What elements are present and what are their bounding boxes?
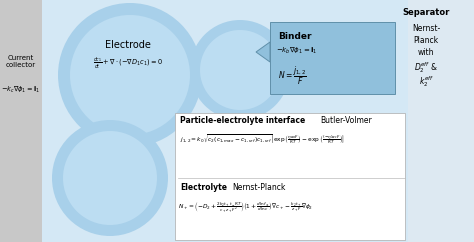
Circle shape: [190, 20, 290, 120]
Text: $k_2^{eff}$: $k_2^{eff}$: [419, 74, 433, 89]
Text: $-k_c\nabla\phi_1 = \mathbf{i}_1$: $-k_c\nabla\phi_1 = \mathbf{i}_1$: [1, 85, 41, 95]
Text: $-k_b\nabla\phi_1 = \mathbf{i}_1$: $-k_b\nabla\phi_1 = \mathbf{i}_1$: [276, 46, 318, 56]
Text: Electrolyte: Electrolyte: [180, 183, 227, 192]
Text: Binder: Binder: [278, 32, 311, 41]
Circle shape: [200, 30, 280, 110]
Bar: [0, 0, 42, 242]
Text: $N_+ = \left(-D_2 + \frac{2k_2 t_+t_- RT}{c_+z_+F^2}\right)\left(1+\frac{d\ln f_: $N_+ = \left(-D_2 + \frac{2k_2 t_+t_- RT…: [178, 200, 313, 214]
Bar: [408, 0, 474, 242]
Text: Electrode: Electrode: [105, 40, 151, 50]
Text: Nernst-Planck: Nernst-Planck: [232, 183, 285, 192]
Text: with: with: [418, 48, 434, 57]
Text: $D_2^{eff}$ &: $D_2^{eff}$ &: [414, 60, 438, 75]
Text: Nernst-: Nernst-: [412, 24, 440, 33]
Polygon shape: [256, 42, 270, 62]
Text: Particle-electrolyte interface: Particle-electrolyte interface: [180, 116, 305, 125]
Circle shape: [52, 120, 168, 236]
Bar: [42, 0, 408, 242]
Text: $j_{1,2}=k_0\sqrt{c_2(c_{1,max}-c_{1,ref})c_{1,ref}}\left[\exp\left(\frac{\eta\a: $j_{1,2}=k_0\sqrt{c_2(c_{1,max}-c_{1,ref…: [180, 132, 345, 146]
Text: Butler-Volmer: Butler-Volmer: [320, 116, 372, 125]
Text: $\frac{dc_1}{dt} + \nabla \cdot(-\nabla D_1 c_1) = 0$: $\frac{dc_1}{dt} + \nabla \cdot(-\nabla …: [93, 55, 163, 71]
Circle shape: [70, 15, 190, 135]
Circle shape: [63, 131, 157, 225]
Text: Planck: Planck: [413, 36, 438, 45]
Text: $N = \dfrac{j_{1,2}}{F}$: $N = \dfrac{j_{1,2}}{F}$: [278, 64, 307, 87]
Circle shape: [58, 3, 202, 147]
Text: Current
collector: Current collector: [6, 55, 36, 68]
Text: Separator: Separator: [402, 8, 450, 17]
Bar: [270, 22, 395, 94]
Bar: [175, 113, 405, 240]
